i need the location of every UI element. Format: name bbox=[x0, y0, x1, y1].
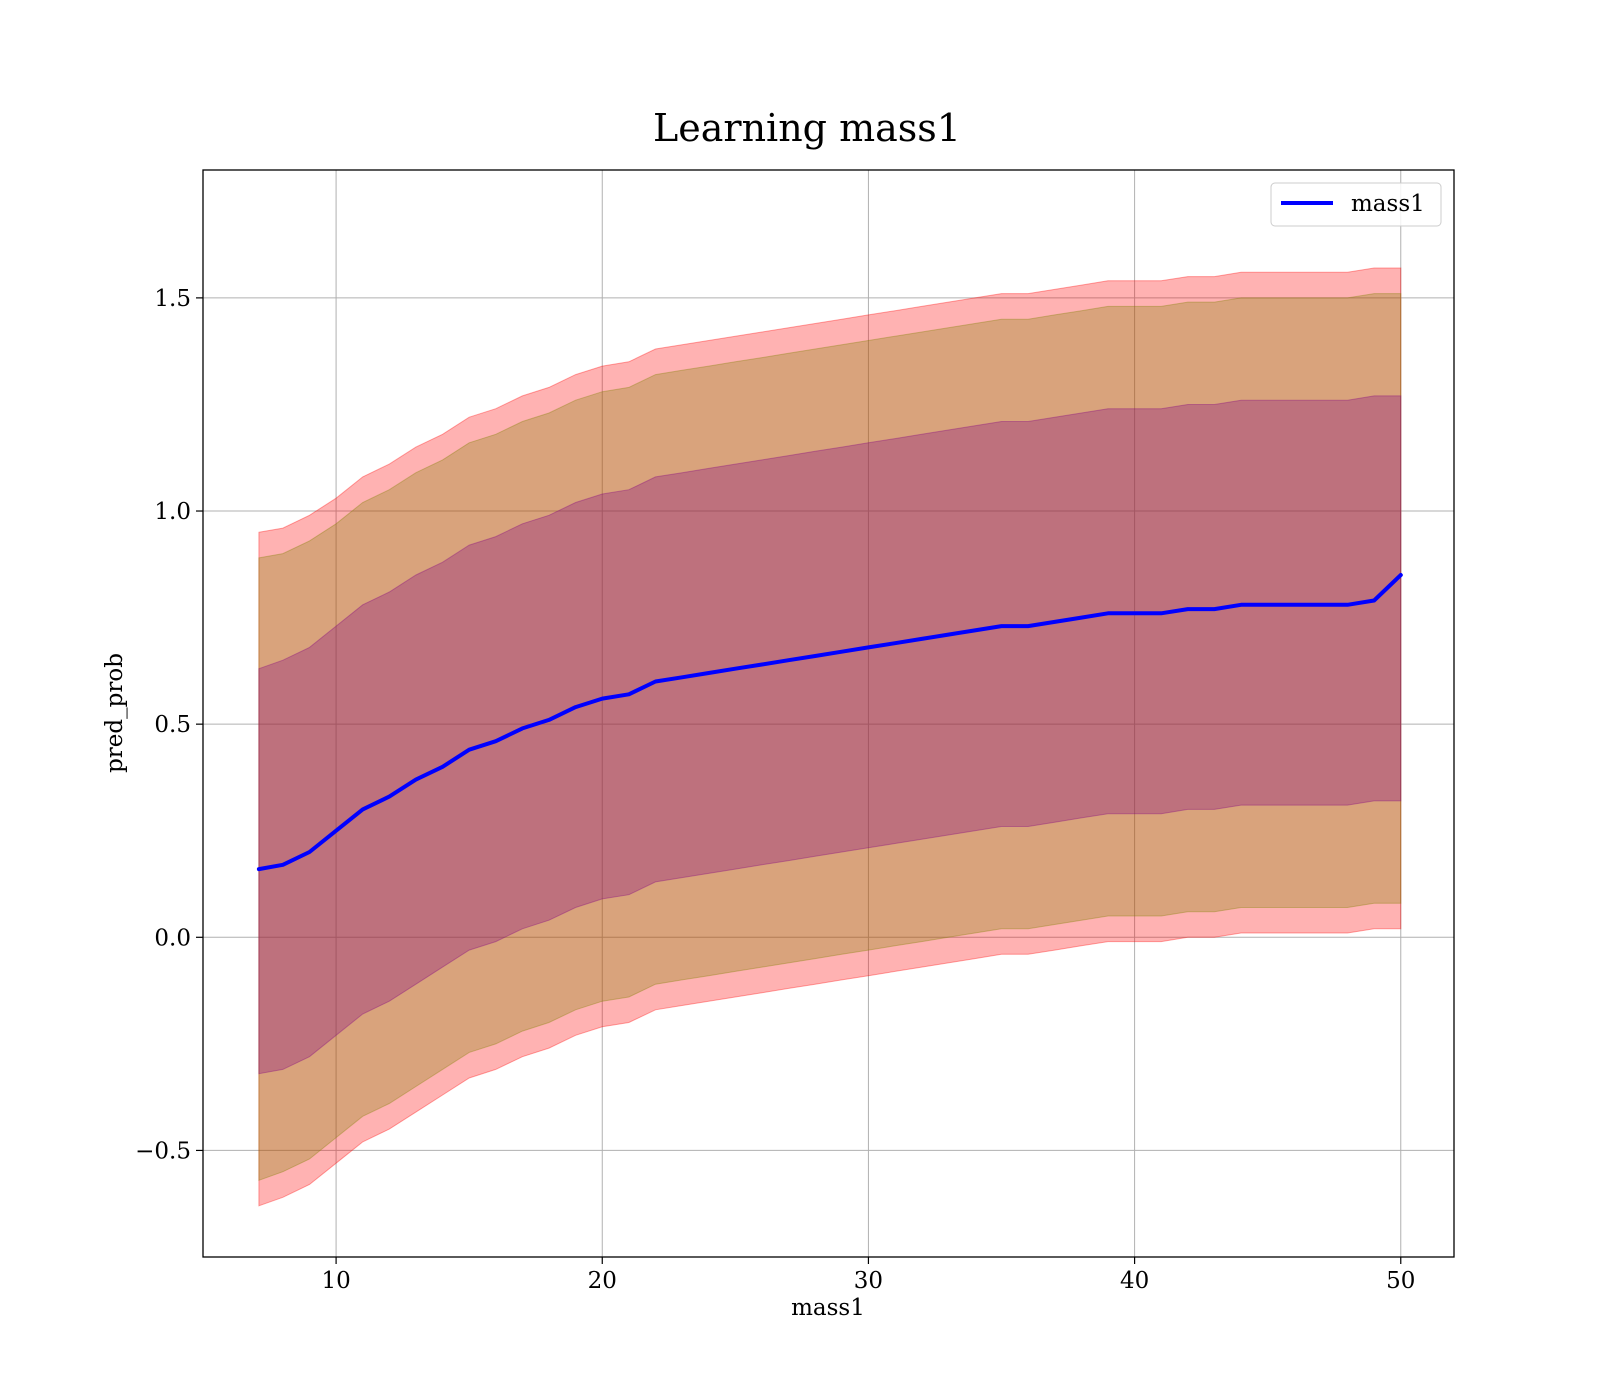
x-tick-label-2: 30 bbox=[854, 1268, 883, 1294]
legend-label-mass1: mass1 bbox=[1351, 191, 1425, 217]
grid-lines bbox=[203, 170, 1454, 1257]
band-middle bbox=[258, 293, 1402, 1182]
series-lines bbox=[256, 573, 1403, 872]
confidence-bands bbox=[258, 267, 1402, 1207]
series-line-mass1 bbox=[256, 573, 1403, 872]
y-tick-label-2: 0.5 bbox=[154, 712, 191, 738]
legend-box bbox=[1270, 182, 1442, 227]
legend: mass1 bbox=[1270, 182, 1442, 227]
y-axis-label: pred_prob bbox=[102, 653, 128, 773]
chart-title: Learning mass1 bbox=[653, 106, 961, 150]
axis-ticks: 10 20 30 40 50 −0.5 0.0 0.5 1.0 1.5 bbox=[135, 286, 1415, 1294]
y-tick-label-0: −0.5 bbox=[135, 1138, 191, 1164]
band-outer bbox=[258, 267, 1402, 1207]
y-tick-label-3: 1.0 bbox=[154, 499, 191, 525]
plot-frame bbox=[202, 169, 1455, 1258]
y-tick-label-1: 0.0 bbox=[154, 925, 191, 951]
y-tick-label-4: 1.5 bbox=[154, 286, 191, 312]
x-axis-label: mass1 bbox=[791, 1295, 865, 1321]
band-inner bbox=[258, 395, 1402, 1075]
x-tick-label-1: 20 bbox=[588, 1268, 617, 1294]
x-tick-label-4: 50 bbox=[1386, 1268, 1415, 1294]
x-tick-label-0: 10 bbox=[321, 1268, 350, 1294]
x-tick-label-3: 40 bbox=[1120, 1268, 1149, 1294]
